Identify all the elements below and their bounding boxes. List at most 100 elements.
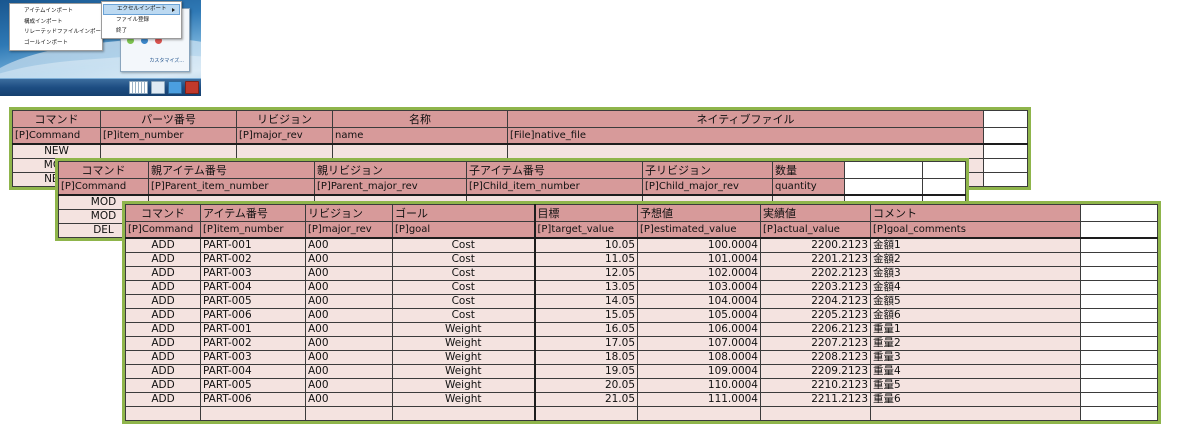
network-icon[interactable] [168,81,182,94]
header-field-cell[interactable]: [P]Command [125,221,201,239]
header-field-cell[interactable]: [P]target_value [533,221,638,239]
table-cell[interactable]: 106.0004 [637,322,761,337]
table-cell[interactable]: ADD [125,266,201,281]
table-cell[interactable] [1080,237,1158,253]
header-field-cell[interactable]: [P]goal [392,221,535,239]
menu-item-structure-import[interactable]: 構成インポート [24,18,63,25]
window-icon[interactable] [151,81,165,94]
table-cell[interactable]: A00 [305,392,393,407]
table-cell[interactable]: ADD [125,322,201,337]
header-title-cell[interactable] [983,110,1028,128]
table-cell[interactable] [392,406,535,421]
table-cell[interactable]: A00 [305,237,393,253]
header-field-cell[interactable]: [P]Child_item_number [466,178,643,196]
table-cell[interactable]: 14.05 [533,294,638,309]
table-cell[interactable]: A00 [305,294,393,309]
table-cell[interactable]: Weight [392,350,535,365]
table-cell[interactable] [1080,252,1158,267]
header-title-cell[interactable]: リビジョン [305,204,393,222]
table-cell[interactable]: ADD [125,294,201,309]
table-cell[interactable]: PART-001 [200,237,306,253]
table-cell[interactable] [637,406,761,421]
header-field-cell[interactable]: [P]Parent_item_number [148,178,315,196]
header-title-cell[interactable]: コマンド [12,110,101,128]
table-cell[interactable]: NEW [12,143,101,159]
header-title-cell[interactable]: 数量 [772,161,845,179]
table-cell[interactable] [305,406,393,421]
header-field-cell[interactable]: [P]estimated_value [637,221,761,239]
table-cell[interactable]: PART-003 [200,350,306,365]
table-cell[interactable]: Weight [392,392,535,407]
header-title-cell[interactable]: 子アイテム番号 [466,161,643,179]
header-title-cell[interactable] [1080,204,1158,222]
table-cell[interactable]: 重量6 [870,392,1081,407]
table-cell[interactable]: 2207.2123 [760,336,871,351]
table-cell[interactable] [1080,280,1158,295]
header-title-cell[interactable]: 親アイテム番号 [148,161,315,179]
table-cell[interactable]: 103.0004 [637,280,761,295]
header-title-cell[interactable]: 子リビジョン [642,161,773,179]
table-row[interactable]: ADD PART-002 A00 Cost 11.05 101.0004 2201.2123… [125,252,1158,267]
header-field-cell[interactable]: [P]Child_major_rev [642,178,773,196]
table-cell[interactable]: Cost [392,237,535,253]
table-cell[interactable]: A00 [305,308,393,323]
table-cell[interactable]: Weight [392,378,535,393]
header-title-cell[interactable]: コマンド [58,161,149,179]
header-title-cell[interactable]: 予想値 [637,204,761,222]
table-cell[interactable] [983,143,1028,159]
header-title-cell[interactable]: ネイティブファイル [507,110,984,128]
table-row[interactable]: ADD PART-001 A00 Weight 16.05 106.0004 2206.21… [125,322,1158,337]
table-cell[interactable]: 2210.2123 [760,378,871,393]
table-cell[interactable]: 重量4 [870,364,1081,379]
table-cell[interactable]: 20.05 [533,378,638,393]
header-field-cell[interactable]: quantity [772,178,845,196]
header-field-cell[interactable]: [File]native_file [507,127,984,145]
table-cell[interactable]: ADD [125,237,201,253]
table-cell[interactable]: 12.05 [533,266,638,281]
header-title-cell[interactable]: 名称 [332,110,508,128]
menu-item-goal-import[interactable]: ゴールインポート [24,39,69,46]
table-cell[interactable] [870,406,1081,421]
table-cell[interactable]: A00 [305,252,393,267]
table-cell[interactable]: PART-006 [200,392,306,407]
table-cell[interactable] [760,406,871,421]
table-cell[interactable] [236,143,333,159]
table-cell[interactable]: 111.0004 [637,392,761,407]
table-cell[interactable]: 18.05 [533,350,638,365]
table-cell[interactable] [125,406,201,421]
alert-icon[interactable] [185,81,199,94]
table-cell[interactable]: 2209.2123 [760,364,871,379]
header-title-cell[interactable]: 目標 [533,204,638,222]
table-cell[interactable]: PART-002 [200,252,306,267]
header-title-cell[interactable]: コマンド [125,204,201,222]
table-cell[interactable]: PART-004 [200,364,306,379]
context-menu-sub[interactable]: エクセルインポート ファイル登録 終了 [101,1,182,39]
header-title-cell[interactable] [922,161,966,179]
table-cell[interactable]: 金額4 [870,280,1081,295]
table-cell[interactable]: 重量2 [870,336,1081,351]
table-cell[interactable] [200,406,306,421]
table-cell[interactable]: PART-001 [200,322,306,337]
table-cell[interactable]: 107.0004 [637,336,761,351]
header-field-cell[interactable] [922,178,966,196]
table-row[interactable]: ADD PART-003 A00 Cost 12.05 102.0004 2202.2123… [125,266,1158,281]
table-cell[interactable]: 15.05 [533,308,638,323]
table-cell[interactable]: 13.05 [533,280,638,295]
table-cell[interactable]: 2211.2123 [760,392,871,407]
table-cell[interactable] [1080,364,1158,379]
table-cell[interactable]: Cost [392,294,535,309]
table-cell[interactable]: A00 [305,280,393,295]
header-field-cell[interactable]: [P]goal_comments [870,221,1081,239]
table-cell[interactable]: 101.0004 [637,252,761,267]
table-cell[interactable]: ADD [125,252,201,267]
table-cell[interactable]: 10.05 [533,237,638,253]
table-cell[interactable]: PART-002 [200,336,306,351]
table-cell[interactable]: PART-004 [200,280,306,295]
table-cell[interactable]: ADD [125,280,201,295]
table-cell[interactable]: ADD [125,350,201,365]
table-cell[interactable]: A00 [305,266,393,281]
table-cell[interactable]: 2203.2123 [760,280,871,295]
header-title-cell[interactable]: 実績値 [760,204,871,222]
table-row[interactable]: ADD PART-004 A00 Weight 19.05 109.0004 2209.21… [125,364,1158,379]
table-cell[interactable]: 金額2 [870,252,1081,267]
